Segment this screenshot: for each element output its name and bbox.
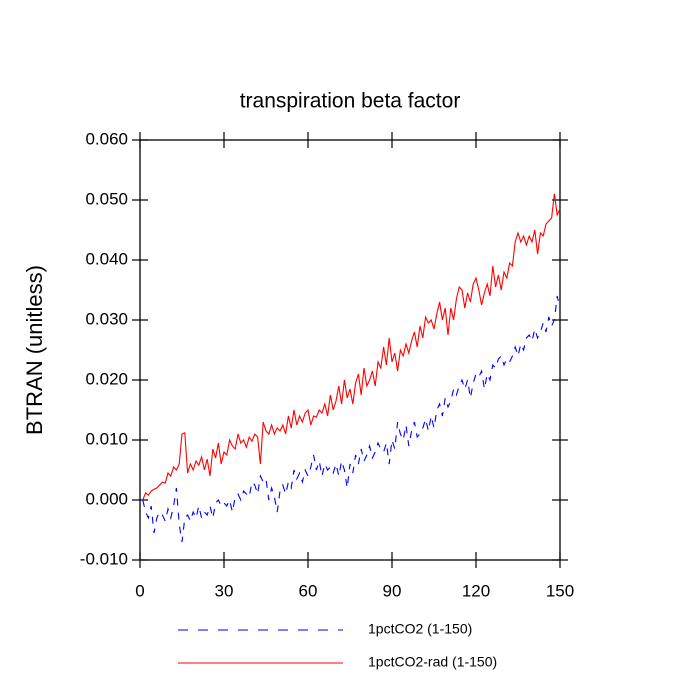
y-tick-label: 0.050 bbox=[85, 189, 128, 208]
x-tick-label: 0 bbox=[135, 581, 144, 600]
x-tick-label: 120 bbox=[462, 581, 490, 600]
plot-frame bbox=[139, 139, 561, 561]
y-tick-label: 0.010 bbox=[85, 429, 128, 448]
y-tick-label: -0.010 bbox=[80, 549, 128, 568]
x-tick-label: 60 bbox=[299, 581, 318, 600]
y-tick-label: 0.000 bbox=[85, 489, 128, 508]
y-axis-label: BTRAN (unitless) bbox=[22, 265, 47, 435]
legend-label: 1pctCO2-rad (1-150) bbox=[368, 654, 497, 670]
y-tick-label: 0.060 bbox=[85, 129, 128, 148]
series-line bbox=[142, 193, 561, 501]
x-tick-label: 150 bbox=[546, 581, 574, 600]
x-tick-label: 30 bbox=[215, 581, 234, 600]
y-tick-label: 0.040 bbox=[85, 249, 128, 268]
y-tick-label: 0.030 bbox=[85, 309, 128, 328]
y-tick-label: 0.020 bbox=[85, 369, 128, 388]
x-tick-label: 90 bbox=[383, 581, 402, 600]
chart-title: transpiration beta factor bbox=[240, 90, 461, 113]
series-line bbox=[142, 295, 561, 543]
legend-label: 1pctCO2 (1-150) bbox=[368, 621, 472, 637]
